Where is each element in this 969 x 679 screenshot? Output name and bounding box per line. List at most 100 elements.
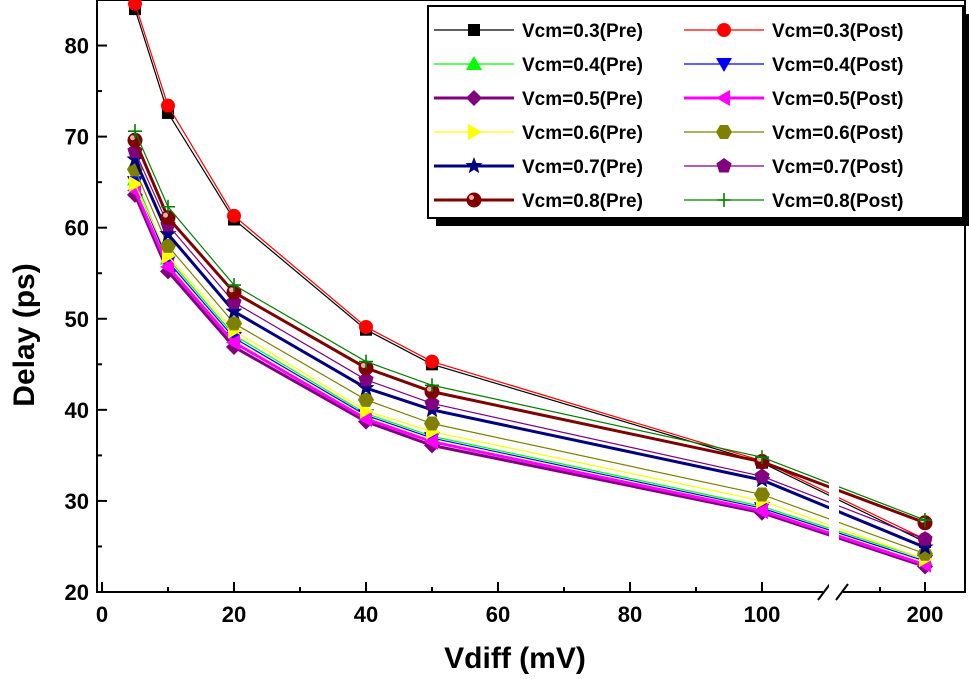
hexagon-marker [754,487,770,502]
x-tick-label: 200 [907,602,944,627]
legend-item: Vcm=0.3(Pre) [434,21,643,42]
triangle-left-marker [358,410,372,427]
axes-layer: 20 30 40 50 60 70 80 0 20 40 60 80 100 200 [65,0,944,627]
plus-marker [425,378,439,393]
series-layer [126,0,934,590]
y-tick-label: 60 [65,216,89,241]
plus-marker [161,199,175,214]
triangle-right-marker [468,124,482,140]
y-tick-label: 30 [65,489,89,514]
plus-marker [359,354,373,369]
y-tick-label: 20 [65,580,89,605]
y-tick-label: 40 [65,398,89,423]
diamond-marker [466,90,482,106]
legend-item: Vcm=0.5(Post) [684,89,903,110]
hexagon-marker [716,125,732,139]
triangle-left-marker [226,334,240,351]
legend-item: Vcm=0.6(Pre) [434,123,643,144]
legend-item: Vcm=0.8(Post) [684,191,903,212]
legend-label: Vcm=0.7(Pre) [522,157,643,178]
x-axis-title: Vdiff (mV) [444,642,586,674]
ball-marker-highlight [163,212,168,218]
legend-label: Vcm=0.6(Pre) [522,123,643,144]
ball-marker-highlight [757,456,762,462]
series-vcm-0-5-post [127,182,931,573]
legend-label: Vcm=0.3(Pre) [522,21,643,42]
legend-item: Vcm=0.7(Pre) [434,157,643,178]
triangle-left-marker [716,90,730,106]
legend-label: Vcm=0.4(Post) [772,55,903,76]
series-line [134,181,926,562]
star-marker [357,378,375,396]
plus-marker [128,124,142,139]
series-vcm-0-4-post [127,176,933,570]
star-marker [159,225,177,242]
series-line [134,169,926,555]
plus-marker [717,193,731,207]
legend-label: Vcm=0.4(Pre) [522,55,643,76]
series-vcm-0-5-pre [127,186,933,575]
circle-marker [359,319,373,334]
x-tick-label: 40 [354,602,378,627]
ball-marker-highlight [130,135,135,141]
series-line [133,189,926,567]
legend-item: Vcm=0.8(Pre) [434,191,643,212]
circle-marker [227,208,241,223]
x-tick-label: 0 [96,602,108,627]
legend-label: Vcm=0.8(Pre) [522,191,643,212]
triangle-left-marker [424,433,438,450]
circle-marker [425,354,439,369]
plus-marker [227,278,241,293]
star-marker [126,150,144,167]
pentagon-marker [424,395,440,410]
star-marker [225,302,243,319]
legend-item: Vcm=0.4(Pre) [434,55,643,76]
legend-label: Vcm=0.6(Post) [772,123,903,144]
ball-marker-highlight [469,195,474,200]
x-tick-label: 80 [618,602,642,627]
series-vcm-0-8-post [128,124,932,528]
triangle-left-marker [160,258,174,275]
circle-marker [717,23,731,37]
pentagon-marker [716,158,732,173]
y-tick-label: 70 [65,125,89,150]
star-marker [916,538,934,555]
legend-label: Vcm=0.5(Pre) [522,89,643,110]
series-line [134,183,926,560]
plot-frame [96,0,966,593]
star-marker [465,157,483,174]
y-tick-label: 80 [65,34,89,59]
ball-marker-highlight [361,362,366,368]
legend-label: Vcm=0.7(Post) [772,157,903,178]
legend-label: Vcm=0.3(Post) [772,21,903,42]
legend-label: Vcm=0.5(Post) [772,89,903,110]
y-axis-title: Delay (ps) [8,263,41,406]
legend-item: Vcm=0.6(Post) [684,123,903,144]
x-tick-label: 60 [486,602,510,627]
series-break-gap [829,470,839,590]
legend: Vcm=0.3(Pre) Vcm=0.3(Post) Vcm=0.4(Pre) Vcm… [427,5,969,226]
y-tick-label: 50 [65,307,89,332]
x-tick-label: 100 [744,602,781,627]
hexagon-marker [160,238,176,253]
series-vcm-0-6-pre [129,175,933,568]
triangle-down-marker [716,58,732,72]
hexagon-marker [358,392,374,407]
x-axis-break-mark [835,583,849,601]
ball-marker-highlight [229,287,234,293]
ball-marker [466,192,482,208]
hexagon-marker [226,316,242,331]
legend-item: Vcm=0.4(Post) [684,55,903,76]
plus-marker [755,450,769,465]
pentagon-marker [358,371,374,387]
x-axis-break-mark [817,583,831,601]
triangle-right-marker [129,175,143,192]
circle-marker [161,98,175,113]
square-marker [468,24,480,36]
circle-marker [128,0,142,11]
pentagon-marker [917,531,933,546]
legend-item: Vcm=0.3(Post) [684,21,903,42]
legend-box [427,5,964,219]
legend-item: Vcm=0.7(Post) [684,157,903,178]
